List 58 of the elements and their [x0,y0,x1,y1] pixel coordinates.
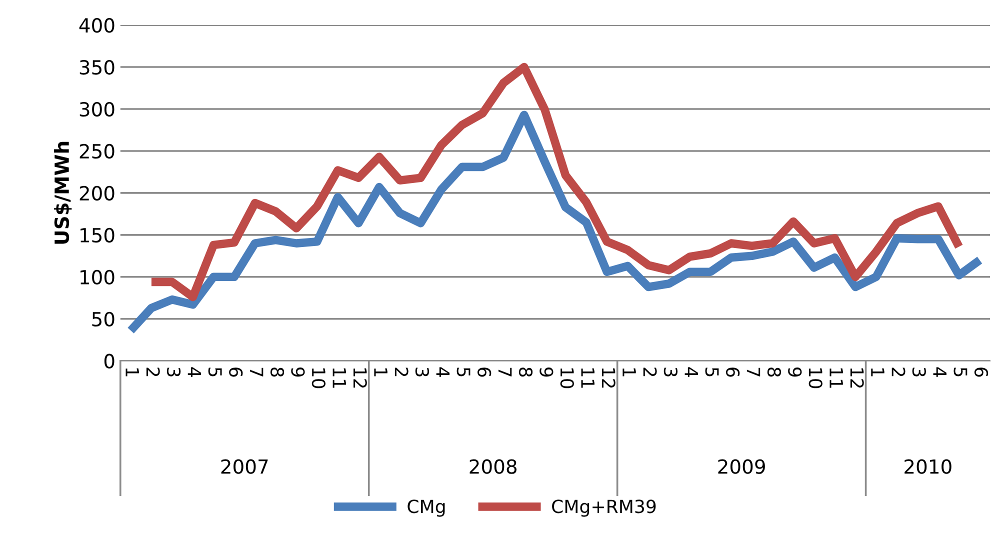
y-tick-label: 0 [104,354,114,369]
x-tick-label: 7 [250,368,264,376]
y-tick-label: 300 [80,102,114,117]
y-tick-label: 200 [80,186,114,201]
x-tick-label: 6 [229,368,243,377]
x-tick-label: 6 [974,368,988,377]
text: 2007 [221,459,268,474]
text: 2010 [904,459,952,474]
text: 2008 [470,459,517,474]
x-tick-label: 4 [933,367,946,377]
x-tick-label: 7 [498,368,512,376]
x-tick-label: 8 [767,368,782,377]
x-tick-label: 9 [540,368,554,377]
x-tick-label: 12 [354,368,367,388]
x-tick-label: 10 [312,368,326,388]
x-tick-label: 2 [146,368,160,376]
x-tick-label: 3 [415,368,430,376]
x-tick-label: 3 [166,368,181,376]
text: 2009 [718,459,765,474]
y-tick-label: 350 [80,60,114,75]
legend-label: CMg+RM39 [552,500,656,517]
x-tick-label: 7 [746,368,760,376]
x-tick-label: 6 [478,368,492,377]
x-tick-label: 8 [270,368,284,377]
x-tick-label: 9 [788,368,802,377]
x-tick-label: 9 [291,368,305,377]
x-tick-label: 12 [850,368,864,388]
x-tick-label: 8 [518,368,533,377]
x-tick-label: 11 [581,368,594,388]
y-tick-label: 250 [80,144,114,159]
x-tick-label: 3 [912,368,926,376]
x-tick-label: 1 [871,368,884,376]
y-tick-label: 150 [80,228,114,243]
x-tick-label: 4 [684,367,698,377]
legend-label: CMg [408,500,445,517]
x-tick-label: 3 [664,368,678,376]
x-tick-label: 5 [208,368,222,376]
x-tick-label: 5 [705,368,719,376]
x-tick-label: 2 [892,368,906,376]
y-tick-label: 400 [79,18,114,33]
x-tick-label: 6 [726,368,740,377]
x-tick-label: 5 [954,368,968,376]
x-tick-label: 10 [560,368,574,388]
x-tick-label: 1 [622,368,636,376]
x-tick-label: 2 [394,368,408,376]
x-tick-label: 11 [830,368,843,388]
x-tick-label: 4 [188,367,202,377]
x-tick-label: 11 [332,368,346,388]
x-tick-label: 4 [436,367,450,377]
x-tick-label: 1 [374,368,388,376]
x-tick-label: 10 [808,368,822,388]
x-tick-label: 2 [643,368,657,376]
x-tick-label: 1 [126,368,139,376]
x-tick-label: 5 [456,368,470,376]
y-tick-label: 50 [92,312,114,327]
y-axis-title: US$/MWh [54,142,72,244]
y-tick-label: 100 [80,270,114,285]
x-tick-label: 12 [602,368,616,388]
